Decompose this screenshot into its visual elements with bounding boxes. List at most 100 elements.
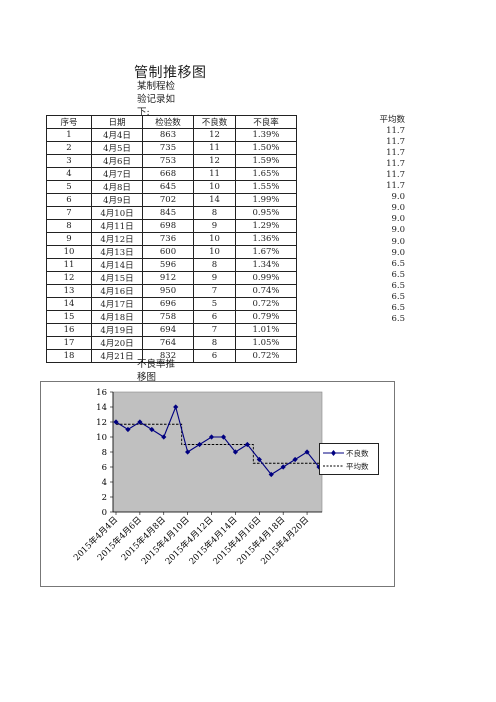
cell-rate: 0.74% (235, 284, 297, 298)
table-row: 15 4月18日 758 6 0.79% (46, 310, 297, 324)
cell-defects: 5 (193, 297, 236, 311)
cell-defects: 14 (193, 193, 236, 207)
legend-marker-defects (323, 450, 344, 456)
cell-inspected: 698 (142, 219, 194, 233)
legend-marker-average (323, 465, 344, 467)
col-header-rate: 不良率 (235, 115, 297, 129)
table-row: 3 4月6日 753 12 1.59% (46, 154, 297, 168)
table-row: 16 4月19日 694 7 1.01% (46, 323, 297, 337)
table-row: 1 4月4日 863 12 1.39% (46, 128, 297, 142)
col-header-defects: 不良数 (193, 115, 236, 129)
cell-date: 4月13日 (91, 245, 143, 259)
y-tick-label: 16 (96, 388, 107, 398)
avg-value: 9.0 (391, 247, 405, 258)
table-row: 6 4月9日 702 14 1.99% (46, 193, 297, 207)
avg-value: 6.5 (391, 258, 405, 269)
legend-item-average: 平均数 (320, 460, 378, 472)
table-row: 7 4月10日 845 8 0.95% (46, 206, 297, 220)
cell-seq: 17 (46, 336, 92, 350)
table-row: 13 4月16日 950 7 0.74% (46, 284, 297, 298)
cell-defects: 11 (193, 141, 236, 155)
cell-rate: 1.36% (235, 232, 297, 246)
cell-inspected: 764 (142, 336, 194, 350)
cell-inspected: 845 (142, 206, 194, 220)
avg-value: 9.0 (391, 236, 405, 247)
cell-date: 4月16日 (91, 284, 143, 298)
cell-date: 4月9日 (91, 193, 143, 207)
cell-rate: 1.59% (235, 154, 297, 168)
page-title: 管制推移图 (134, 65, 207, 81)
cell-inspected: 596 (142, 258, 194, 272)
col-header-inspected: 检验数 (142, 115, 194, 129)
cell-inspected: 702 (142, 193, 194, 207)
avg-value: 11.7 (386, 137, 405, 148)
cell-rate: 0.79% (235, 310, 297, 324)
cell-inspected: 753 (142, 154, 194, 168)
cell-seq: 3 (46, 154, 92, 168)
cell-rate: 1.65% (235, 167, 297, 181)
cell-date: 4月7日 (91, 167, 143, 181)
cell-inspected: 668 (142, 167, 194, 181)
cell-seq: 6 (46, 193, 92, 207)
chart-legend: 不良数 平均数 (319, 443, 379, 475)
cell-inspected: 736 (142, 232, 194, 246)
data-point-defects (161, 434, 167, 440)
cell-date: 4月11日 (91, 219, 143, 233)
cell-seq: 4 (46, 167, 92, 181)
cell-seq: 2 (46, 141, 92, 155)
cell-seq: 10 (46, 245, 92, 259)
cell-rate: 1.50% (235, 141, 297, 155)
cell-date: 4月19日 (91, 323, 143, 337)
cell-defects: 7 (193, 284, 236, 298)
cell-seq: 1 (46, 128, 92, 142)
cell-date: 4月20日 (91, 336, 143, 350)
data-point-defects (304, 449, 310, 455)
cell-rate: 0.95% (235, 206, 297, 220)
cell-seq: 11 (46, 258, 92, 272)
chart-title: 不良率推移图 (137, 359, 176, 383)
cell-inspected: 950 (142, 284, 194, 298)
data-point-defects (256, 456, 262, 463)
avg-value: 11.7 (386, 170, 405, 181)
cell-seq: 16 (46, 323, 92, 337)
table-row: 4 4月7日 668 11 1.65% (46, 167, 297, 181)
data-point-defects (125, 426, 131, 433)
cell-inspected: 696 (142, 297, 194, 311)
table-row: 2 4月5日 735 11 1.50% (46, 141, 297, 155)
data-point-defects (137, 419, 143, 425)
cell-rate: 1.55% (235, 180, 297, 194)
cell-date: 4月6日 (91, 154, 143, 168)
avg-value: 6.5 (391, 269, 405, 280)
cell-inspected: 694 (142, 323, 194, 337)
cell-seq: 12 (46, 271, 92, 285)
data-point-defects (292, 456, 298, 463)
cell-defects: 10 (193, 245, 236, 259)
legend-label-defects: 不良数 (346, 449, 369, 458)
table-row: 18 4月21日 832 6 0.72% (46, 349, 297, 363)
avg-value: 11.7 (386, 148, 405, 159)
data-point-defects (232, 449, 239, 455)
cell-inspected: 758 (142, 310, 194, 324)
y-tick-label: 4 (102, 478, 107, 488)
defect-trend-chart: 02468101214162015年4月4日2015年4月6日2015年4月8日… (71, 388, 323, 567)
y-tick-label: 12 (96, 418, 107, 428)
cell-date: 4月12日 (91, 232, 143, 246)
cell-seq: 15 (46, 310, 92, 324)
cell-date: 4月10日 (91, 206, 143, 220)
cell-seq: 13 (46, 284, 92, 298)
cell-seq: 7 (46, 206, 92, 220)
cell-defects: 8 (193, 206, 236, 220)
cell-defects: 10 (193, 180, 236, 194)
cell-rate: 1.67% (235, 245, 297, 259)
cell-seq: 18 (46, 349, 92, 363)
data-point-defects (149, 426, 155, 433)
avg-value: 9.0 (391, 225, 405, 236)
y-tick-label: 10 (96, 433, 107, 443)
series-line-average (116, 423, 319, 464)
y-tick-label: 2 (102, 493, 107, 503)
cell-inspected: 912 (142, 271, 194, 285)
y-tick-label: 6 (102, 463, 107, 473)
table-row: 11 4月14日 596 8 1.34% (46, 258, 297, 272)
data-point-defects (268, 471, 274, 478)
cell-defects: 6 (193, 310, 236, 324)
